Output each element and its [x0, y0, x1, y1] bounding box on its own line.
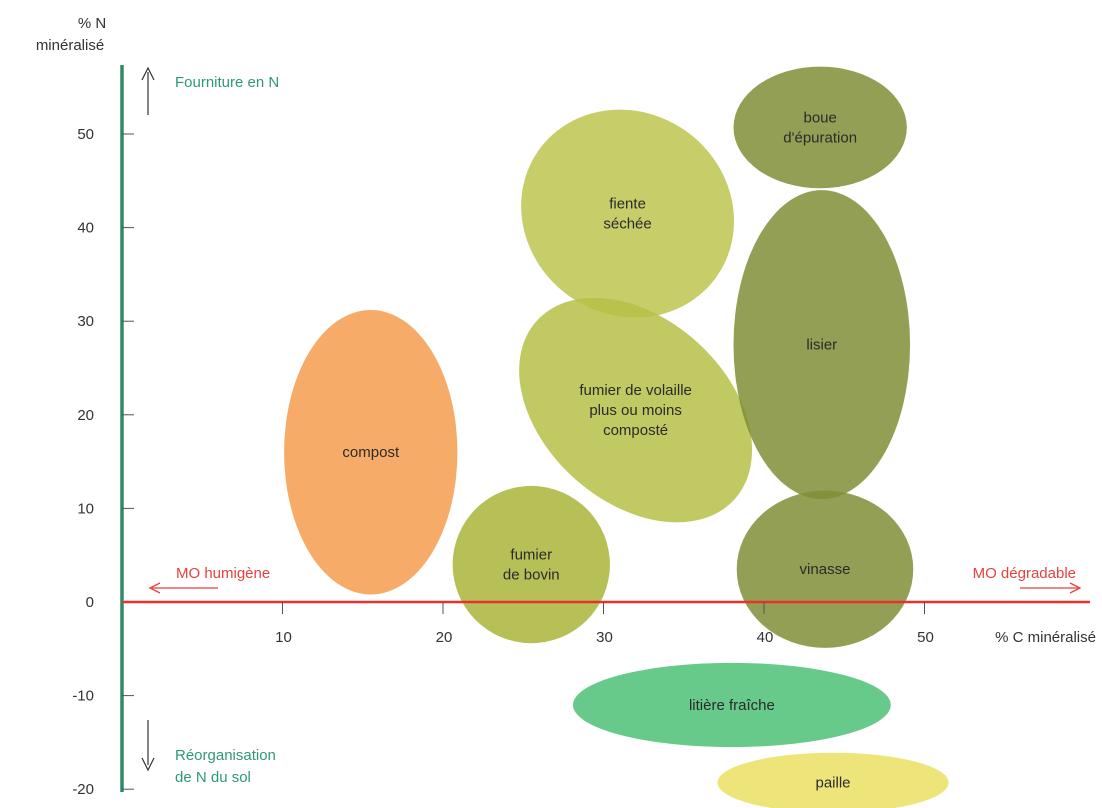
y-tick-label: 0: [86, 594, 94, 611]
region-label-fumier-volaille: plus ou moins: [589, 402, 682, 419]
y-tick-label: 10: [77, 500, 94, 517]
region-vinasse: [736, 490, 914, 648]
y-tick-label: -10: [72, 688, 94, 705]
region-label-fumier-bovin: de bovin: [503, 567, 560, 584]
x-tick-label: 10: [275, 629, 292, 646]
y-tick-label: -20: [72, 781, 94, 798]
region-paille: [717, 752, 949, 808]
y-axis-title-line2: minéralisé: [36, 37, 104, 54]
region-fumier-volaille: [519, 297, 753, 523]
annotation-up: Fourniture en N: [175, 74, 279, 91]
y-tick-label: 40: [77, 220, 94, 237]
x-tick-label: 40: [757, 629, 774, 646]
region-fumier-bovin: [452, 485, 610, 644]
regions: [284, 66, 949, 808]
up-arrow-head-icon: [141, 66, 155, 81]
right-arrow-head-icon: [1069, 582, 1082, 594]
y-tick-label: 30: [77, 313, 94, 330]
region-label-vinasse: vinasse: [800, 561, 851, 578]
annotations: Fourniture en N Réorganisation de N du sol…: [141, 66, 1082, 786]
region-label-fiente-sechee: fiente: [609, 196, 646, 213]
region-label-fumier-volaille: fumier de volaille: [579, 382, 692, 399]
region-label-boue-epuration: boue: [803, 109, 836, 126]
region-label-litiere-fraiche: litière fraîche: [689, 697, 775, 714]
region-label-boue-epuration: d'épuration: [783, 129, 857, 146]
region-label-fiente-sechee: séchée: [603, 216, 651, 233]
y-tick-label: 20: [77, 407, 94, 424]
x-tick-label: 50: [917, 629, 934, 646]
region-label-paille: paille: [815, 775, 850, 792]
y-tick-label: 50: [77, 126, 94, 143]
annotation-right: MO dégradable: [973, 565, 1076, 582]
region-litiere-fraiche: [573, 662, 891, 748]
left-arrow-head-icon: [148, 582, 161, 594]
region-label-fumier-bovin: fumier: [510, 547, 552, 564]
region-lisier: [733, 190, 911, 500]
annotation-down-line2: de N du sol: [175, 769, 251, 786]
annotation-down-line1: Réorganisation: [175, 747, 276, 764]
x-tick-label: 20: [436, 629, 453, 646]
x-tick-label: 30: [596, 629, 613, 646]
annotation-left: MO humigène: [176, 565, 270, 582]
region-label-fumier-volaille: composté: [603, 422, 668, 439]
y-axis-title-line1: % N: [78, 15, 106, 32]
region-labels: compost fiente séchée fumier de volaille plu…: [342, 109, 857, 791]
axes: 50 40 30 20 10 0 -10 -20 10 20 30 40 50 % C minéralis…: [36, 15, 1096, 798]
x-axis-title: % C minéralisé: [995, 629, 1096, 646]
down-arrow-head-icon: [141, 757, 155, 772]
region-label-lisier: lisier: [806, 337, 837, 354]
region-boue-epuration: [733, 66, 907, 189]
region-compost: [284, 309, 458, 595]
region-label-compost: compost: [342, 444, 400, 461]
region-fiente-sechee: [521, 109, 735, 318]
